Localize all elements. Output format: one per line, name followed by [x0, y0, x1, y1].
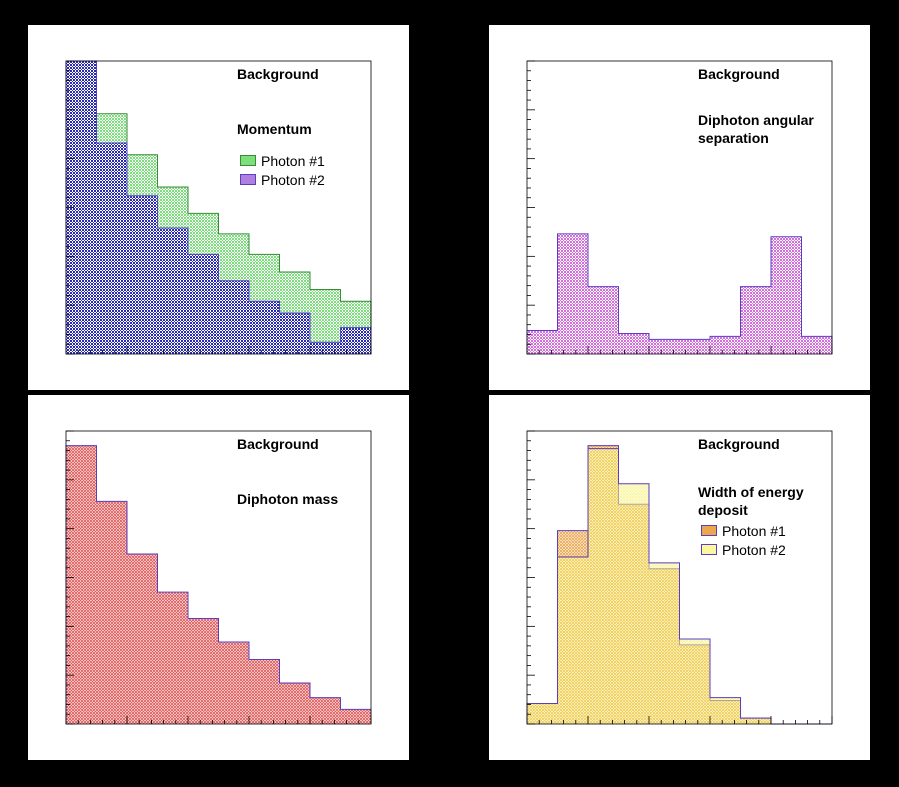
angular-separation-panel: Background Diphoton angular separation	[489, 25, 870, 390]
histogram-bar-2-7	[710, 697, 741, 724]
axis-ticks	[65, 60, 372, 355]
histogram-bar-1-9	[310, 697, 341, 724]
diphoton-mass-plot	[65, 430, 372, 725]
histogram-bar-1-5	[188, 618, 219, 724]
energy-width-panel: Background Width of energy deposit Photo…	[489, 395, 870, 760]
histogram-bar-1-1	[66, 445, 97, 724]
histogram-bar-1-1	[527, 330, 558, 354]
angular-separation-plot	[526, 60, 833, 355]
axis-ticks	[65, 430, 372, 725]
momentum-title: Background	[237, 66, 319, 82]
histogram-bar-1-8	[279, 682, 310, 724]
histogram-bar-2-9	[310, 342, 341, 354]
histogram-bar-1-10	[340, 709, 371, 724]
histogram-bar-1-2	[96, 501, 127, 724]
momentum-legend: Photon #1 Photon #2	[240, 151, 325, 189]
momentum-panel: Background Momentum Photon #1 Photon #2	[28, 25, 409, 390]
histogram-bar-2-3	[588, 448, 619, 724]
histogram-bar-2-8	[279, 312, 310, 354]
histogram-bar-2-2	[96, 143, 127, 354]
histogram-bar-1-2	[557, 233, 588, 354]
histogram-bar-1-10	[801, 336, 832, 354]
histogram-bar-2-1	[527, 703, 558, 724]
histogram-bar-2-5	[188, 254, 219, 354]
width-legend: Photon #1 Photon #2	[701, 521, 786, 559]
histogram-bar-1-5	[649, 339, 680, 354]
histogram-bar-2-7	[249, 301, 280, 354]
mass-subtitle: Diphoton mass	[237, 491, 339, 507]
width-title: Background	[698, 436, 780, 452]
histogram-bar-1-7	[249, 659, 280, 724]
histogram-bar-2-6	[679, 639, 710, 724]
energy-width-plot	[526, 430, 833, 725]
histogram-outline-1	[65, 60, 372, 354]
histogram-bar-2-5	[649, 562, 680, 724]
momentum-subtitle: Momentum	[237, 121, 312, 137]
histogram-bar-2-4	[157, 228, 188, 354]
legend-swatch-green	[240, 155, 256, 166]
legend-item-photon2: Photon #2	[701, 540, 786, 559]
momentum-plot	[65, 60, 372, 355]
mass-title: Background	[237, 436, 319, 452]
histogram-bar-1-6	[679, 339, 710, 354]
legend-swatch-orange	[701, 525, 717, 536]
histogram-bar-2-10	[340, 327, 371, 354]
histogram-bar-2-6	[218, 280, 249, 354]
histogram-bar-2-2	[557, 556, 588, 724]
legend-item-photon1: Photon #1	[240, 151, 325, 170]
histogram-bar-1-4	[618, 333, 649, 354]
legend-item-photon2: Photon #2	[240, 170, 325, 189]
histogram-bar-2-3	[127, 195, 158, 354]
histogram-outline-1	[526, 233, 833, 354]
histogram-bar-2-4	[618, 483, 649, 724]
width-subtitle: Width of energy deposit	[698, 484, 804, 518]
angular-title: Background	[698, 66, 780, 82]
histogram-bar-1-6	[218, 641, 249, 724]
histogram-bar-1-3	[588, 286, 619, 354]
histogram-bar-1-7	[710, 336, 741, 354]
axis-ticks	[526, 430, 833, 725]
angular-subtitle: Diphoton angular separation	[698, 112, 814, 146]
legend-swatch-yellow	[701, 544, 717, 555]
legend-item-photon1: Photon #1	[701, 521, 786, 540]
histogram-bar-1-8	[740, 286, 771, 354]
histogram-outline-1	[65, 445, 372, 724]
histogram-bar-1-9	[771, 236, 802, 354]
histogram-bar-2-8	[740, 718, 771, 724]
legend-label: Photon #2	[261, 171, 325, 188]
legend-swatch-purple	[240, 174, 256, 185]
histogram-outline-2	[65, 60, 372, 354]
histogram-bar-1-3	[127, 554, 158, 724]
histogram-bar-1-4	[157, 592, 188, 724]
legend-label: Photon #1	[722, 522, 786, 539]
legend-label: Photon #1	[261, 152, 325, 169]
diphoton-mass-panel: Background Diphoton mass	[28, 395, 409, 760]
axis-ticks	[526, 60, 833, 355]
legend-label: Photon #2	[722, 541, 786, 558]
histogram-outline-2	[526, 448, 832, 725]
